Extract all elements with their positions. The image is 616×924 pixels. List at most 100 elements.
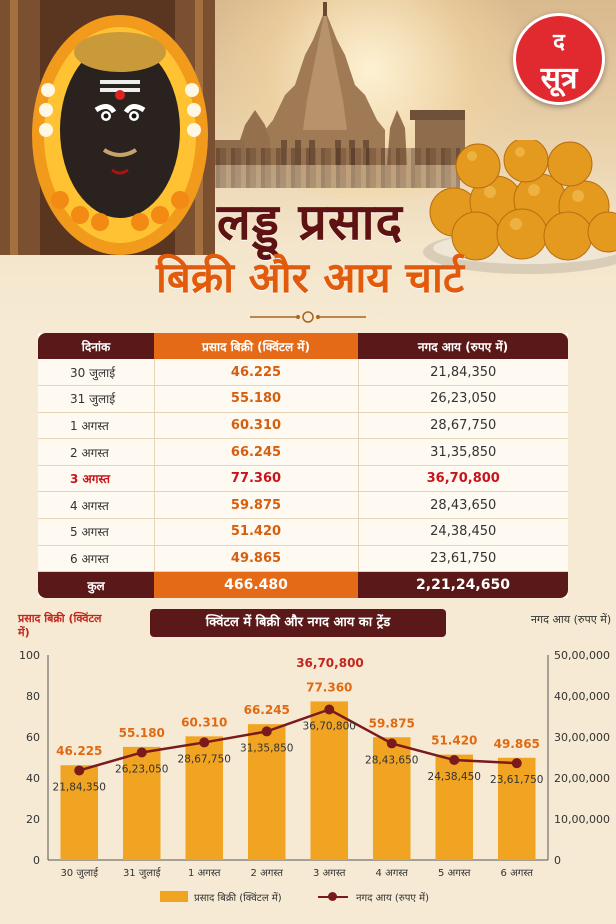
chart-title: क्विंटल में बिक्री और नगद आय का ट्रेंड bbox=[150, 609, 446, 637]
legend-label-sales: प्रसाद बिक्री (क्विंटल में) bbox=[194, 893, 282, 904]
header-income: नगद आय (रुपए में) bbox=[358, 333, 568, 359]
left-tick-label: 20 bbox=[26, 813, 40, 826]
total-sales: 466.480 bbox=[154, 571, 358, 598]
right-tick-label: 40,00,000 bbox=[554, 690, 610, 703]
right-tick-label: 0 bbox=[554, 854, 561, 867]
cell-income: 23,61,750 bbox=[358, 545, 568, 573]
table-row: 2 अगस्त 66.245 31,35,850 bbox=[38, 438, 568, 466]
left-axis-title: प्रसाद बिक्री (क्विंटल में) bbox=[18, 612, 102, 639]
income-point bbox=[511, 758, 522, 769]
left-tick-label: 0 bbox=[33, 854, 40, 867]
cell-income: 36,70,800 bbox=[358, 465, 568, 493]
income-point bbox=[199, 737, 210, 748]
right-tick-label: 20,00,000 bbox=[554, 772, 610, 785]
cell-sales: 60.310 bbox=[153, 412, 359, 440]
chart-legend: प्रसाद बिक्री (क्विंटल में) नगद आय (रुपए… bbox=[0, 888, 616, 906]
cell-income: 28,67,750 bbox=[358, 412, 568, 440]
sales-bar bbox=[123, 746, 161, 860]
peak-income-label: 36,70,800 bbox=[296, 656, 364, 670]
income-point-label: 28,67,750 bbox=[178, 753, 231, 765]
income-point bbox=[74, 765, 85, 776]
total-income: 2,21,24,650 bbox=[358, 571, 568, 598]
hero-banner: द सूत्र bbox=[0, 0, 616, 330]
total-label: कुल bbox=[38, 571, 154, 598]
legend-swatch-bar bbox=[160, 891, 188, 902]
income-point-label: 21,84,350 bbox=[53, 781, 106, 793]
right-tick-label: 30,00,000 bbox=[554, 731, 610, 744]
trend-chart: 0 20 40 60 80 100 0 10,00,000 20,00,000 30,00,000… bbox=[19, 649, 610, 879]
sales-bar bbox=[60, 765, 98, 860]
table-row-highlight: 3 अगस्त 77.360 36,70,800 bbox=[38, 465, 568, 493]
income-line bbox=[78, 708, 517, 772]
table-header-row: दिनांक प्रसाद बिक्री (क्विंटल में) नगद आ… bbox=[38, 333, 568, 359]
income-point-label: 26,23,050 bbox=[115, 763, 168, 775]
sales-bar-label: 46.225 bbox=[56, 744, 102, 758]
income-point bbox=[261, 726, 272, 737]
sales-bar bbox=[248, 724, 286, 860]
right-axis-title: नगद आय (रुपए में) bbox=[530, 613, 612, 626]
table-row: 31 जुलाई 55.180 26,23,050 bbox=[38, 385, 568, 413]
cell-income: 24,38,450 bbox=[358, 518, 568, 546]
sales-bar bbox=[373, 737, 411, 860]
ornament-divider bbox=[250, 311, 366, 323]
cell-date: 30 जुलाई bbox=[38, 359, 154, 387]
laddoo-plate-illustration bbox=[423, 140, 616, 274]
sales-bar bbox=[185, 736, 223, 860]
title-line2: बिक्री और आय चार्ट bbox=[155, 253, 464, 302]
deity-illustration bbox=[0, 0, 215, 255]
title-line1: लड्डू प्रसाद bbox=[216, 193, 404, 251]
sales-bar-label: 59.875 bbox=[369, 716, 415, 730]
table-total-row: कुल 466.480 2,21,24,650 bbox=[38, 571, 568, 598]
cell-date: 4 अगस्त bbox=[38, 491, 154, 520]
income-point bbox=[449, 755, 460, 766]
cell-sales: 49.865 bbox=[153, 545, 359, 573]
sales-bar bbox=[435, 754, 473, 860]
income-point-label: 24,38,450 bbox=[428, 771, 481, 783]
sales-income-table: दिनांक प्रसाद बिक्री (क्विंटल में) नगद आ… bbox=[38, 333, 568, 598]
cell-sales: 77.360 bbox=[153, 465, 359, 493]
right-tick-label: 10,00,000 bbox=[554, 813, 610, 826]
left-tick-label: 60 bbox=[26, 731, 40, 744]
x-tick-label: 31 जुलाई bbox=[123, 867, 162, 879]
cell-income: 28,43,650 bbox=[358, 491, 568, 520]
table-row: 6 अगस्त 49.865 23,61,750 bbox=[38, 545, 568, 573]
cell-income: 31,35,850 bbox=[358, 438, 568, 466]
sales-bar-label: 66.245 bbox=[244, 703, 290, 717]
x-tick-label: 1 अगस्त bbox=[188, 868, 221, 879]
legend-label-income: नगद आय (रुपए में) bbox=[356, 893, 430, 904]
table-row: 1 अगस्त 60.310 28,67,750 bbox=[38, 412, 568, 440]
cell-sales: 66.245 bbox=[153, 438, 359, 466]
x-tick-label: 5 अगस्त bbox=[438, 868, 471, 879]
income-point-label: 23,61,750 bbox=[490, 774, 543, 786]
cell-date: 6 अगस्त bbox=[38, 545, 154, 573]
income-point bbox=[136, 747, 147, 758]
right-tick-label: 50,00,000 bbox=[554, 649, 610, 662]
x-tick-label: 3 अगस्त bbox=[313, 868, 346, 879]
cell-income: 26,23,050 bbox=[358, 385, 568, 413]
header-sales: प्रसाद बिक्री (क्विंटल में) bbox=[154, 333, 358, 359]
cell-date: 3 अगस्त bbox=[38, 465, 154, 493]
left-tick-label: 100 bbox=[19, 649, 40, 662]
table-row: 4 अगस्त 59.875 28,43,650 bbox=[38, 491, 568, 520]
income-point-label: 31,35,850 bbox=[240, 742, 293, 754]
brand-logo-line2: सूत्र bbox=[540, 61, 578, 96]
legend-swatch-dot bbox=[328, 892, 337, 901]
sales-bar bbox=[498, 757, 536, 860]
brand-logo: द सूत्र bbox=[513, 13, 605, 105]
cell-income: 21,84,350 bbox=[358, 359, 568, 387]
sales-bar-label: 55.180 bbox=[119, 726, 165, 740]
table-row: 30 जुलाई 46.225 21,84,350 bbox=[38, 359, 568, 387]
x-tick-label: 2 अगस्त bbox=[251, 868, 284, 879]
cell-date: 5 अगस्त bbox=[38, 518, 154, 546]
x-tick-label: 30 जुलाई bbox=[60, 867, 99, 879]
left-tick-label: 80 bbox=[26, 690, 40, 703]
x-tick-label: 4 अगस्त bbox=[376, 868, 409, 879]
header-date: दिनांक bbox=[38, 333, 154, 359]
cell-date: 31 जुलाई bbox=[38, 385, 154, 413]
income-point-label: 28,43,650 bbox=[365, 754, 418, 766]
cell-sales: 59.875 bbox=[153, 491, 359, 520]
cell-sales: 51.420 bbox=[153, 518, 359, 546]
income-point-label: 36,70,800 bbox=[303, 720, 356, 732]
sales-bar bbox=[310, 701, 348, 860]
income-point bbox=[324, 704, 335, 715]
